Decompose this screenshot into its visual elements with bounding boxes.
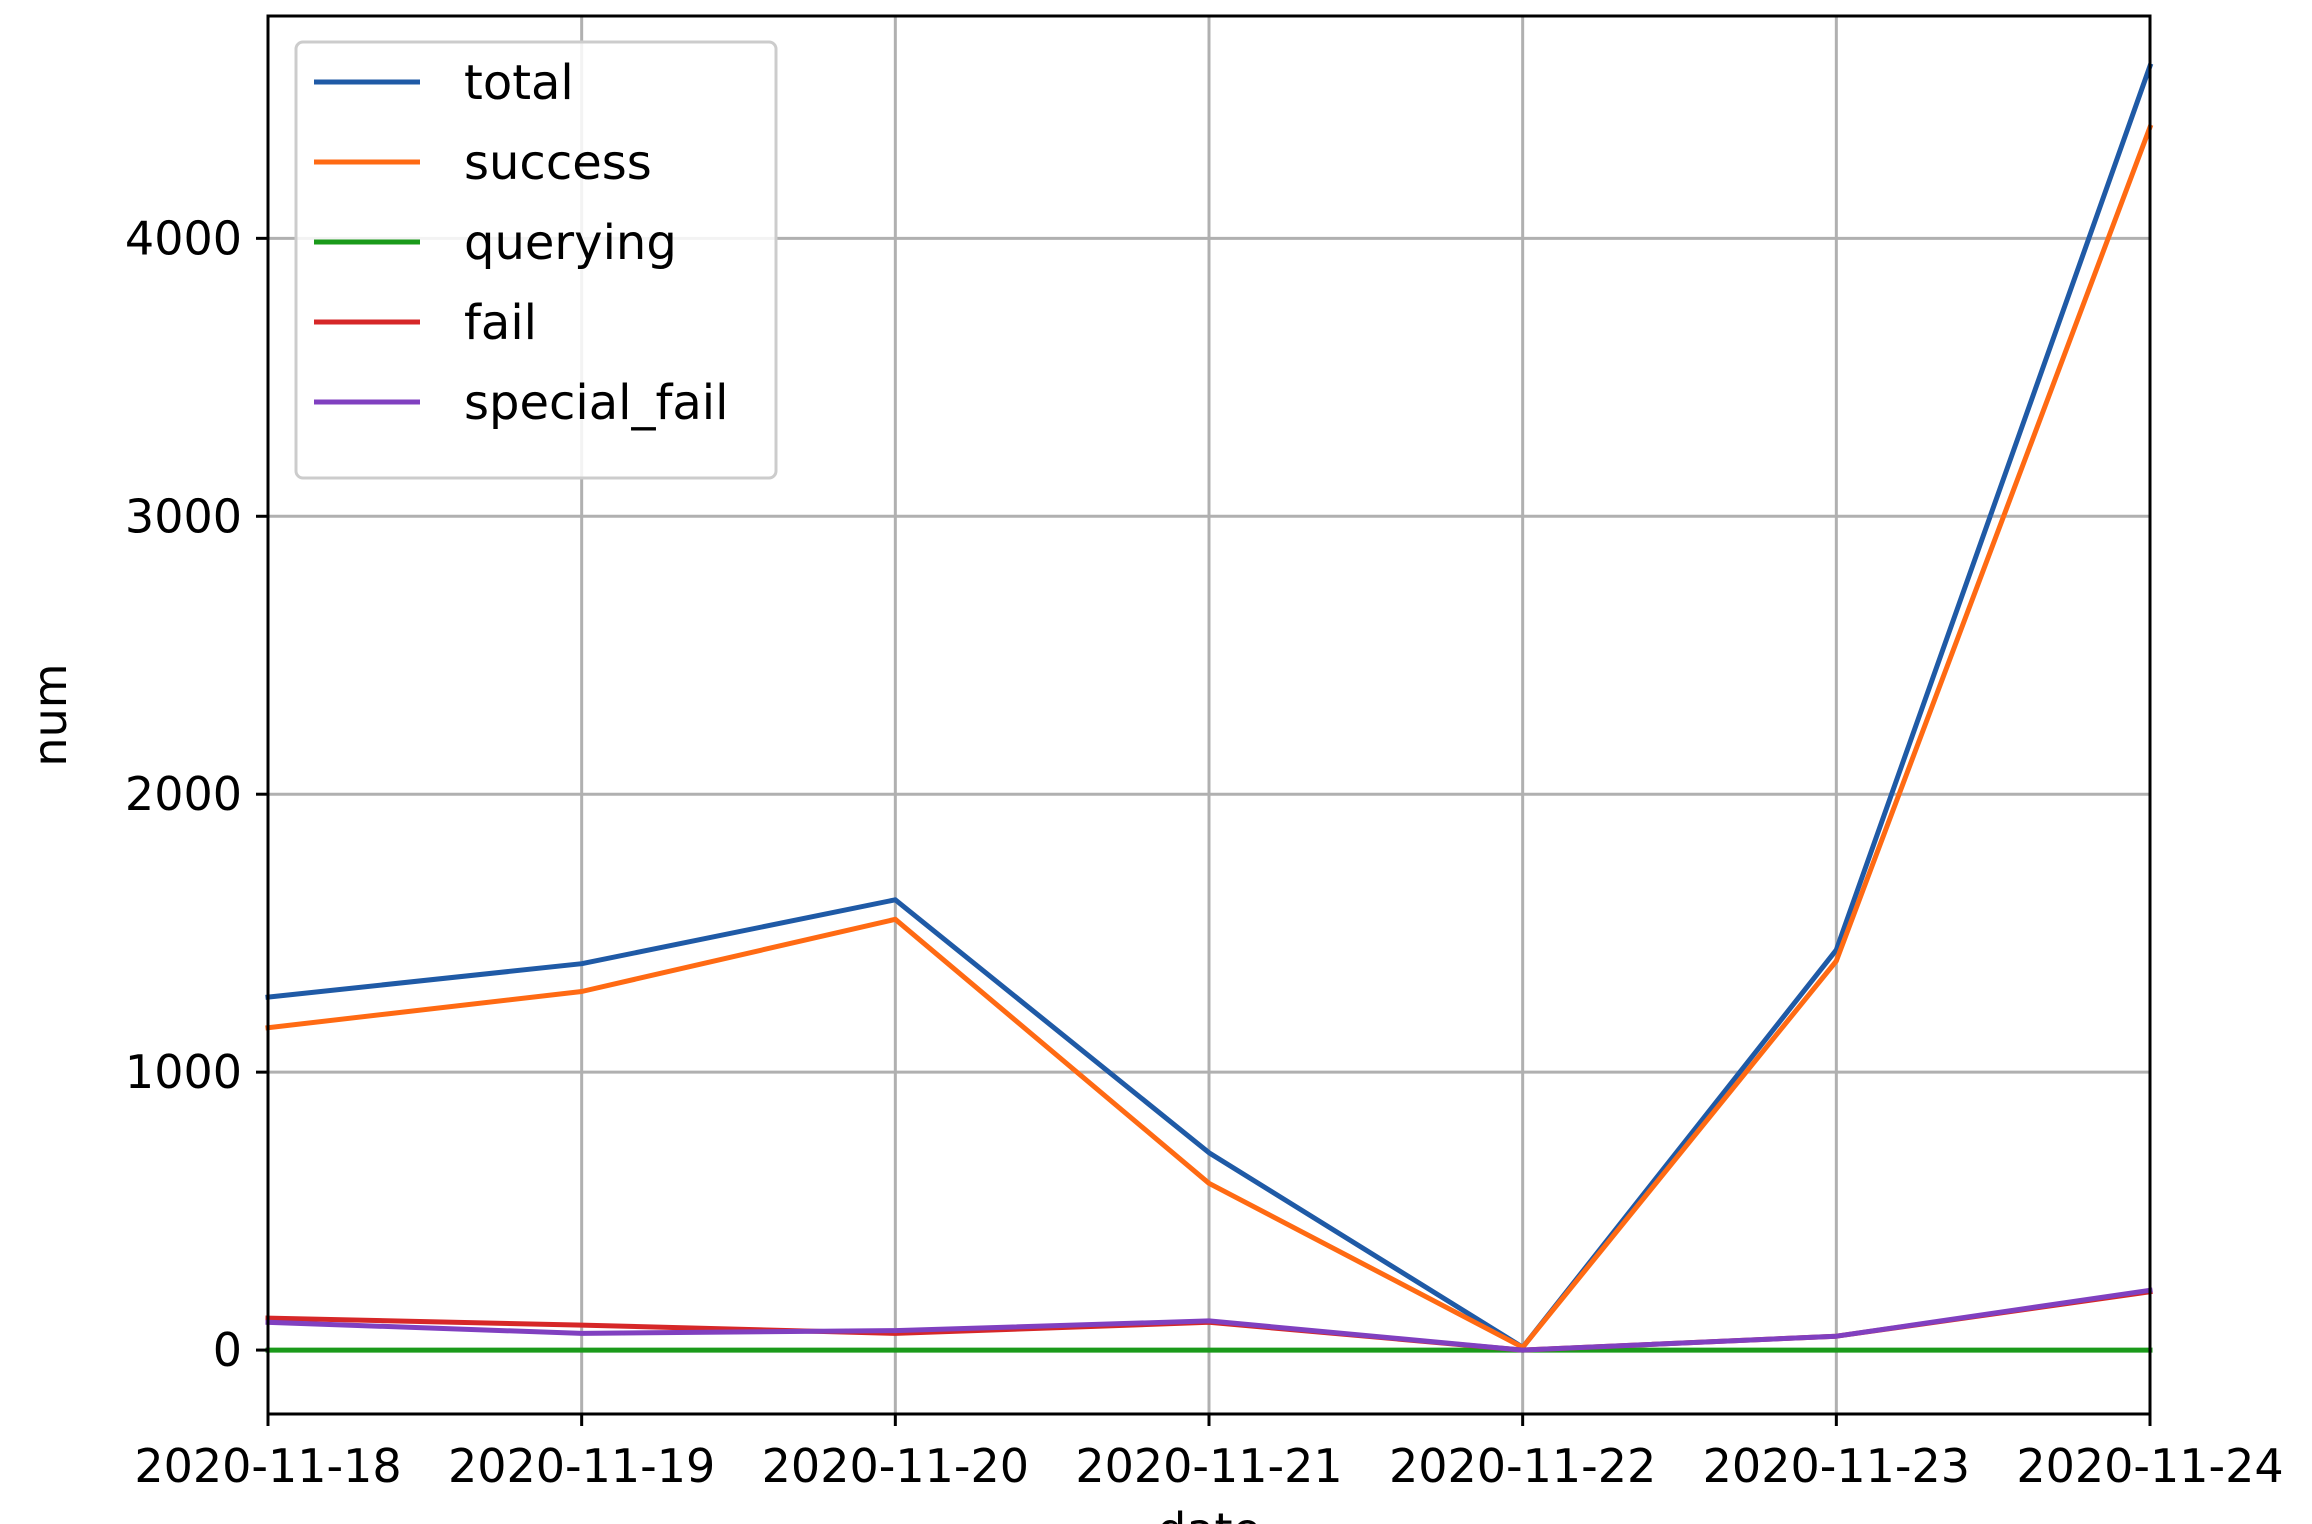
x-tick-label: 2020-11-22: [1389, 1439, 1656, 1493]
series-line-special-fail: [265, 1287, 2153, 1353]
y-tick-label: 3000: [125, 489, 242, 543]
y-axis-label: num: [23, 663, 77, 766]
series-line-total: [265, 62, 2154, 1350]
y-tick-label: 4000: [125, 211, 242, 265]
legend-label: total: [464, 55, 574, 111]
legend-label: success: [464, 135, 652, 191]
y-axis-ticks: 0 1000 2000 3000 4000: [125, 211, 268, 1377]
y-tick-label: 2000: [125, 767, 242, 821]
x-tick-label: 2020-11-19: [448, 1439, 715, 1493]
x-tick-label: 2020-11-21: [1075, 1439, 1342, 1493]
series-lines: [265, 62, 2154, 1353]
y-tick-label: 1000: [125, 1045, 242, 1099]
x-tick-label: 2020-11-20: [762, 1439, 1029, 1493]
x-axis-ticks: 2020-11-18 2020-11-19 2020-11-20 2020-11-21…: [134, 1414, 2284, 1493]
legend-label: special_fail: [464, 375, 728, 431]
legend-box: [294, 40, 778, 480]
legend-label: fail: [464, 295, 537, 351]
legend-label: querying: [464, 215, 677, 271]
series-line-success: [265, 123, 2154, 1350]
legend: total success querying fail special_fail: [294, 40, 778, 480]
x-axis-label: date: [1157, 1503, 1261, 1524]
y-tick-label: 0: [213, 1323, 242, 1377]
x-tick-label: 2020-11-24: [2016, 1439, 2283, 1493]
x-tick-label: 2020-11-23: [1703, 1439, 1970, 1493]
x-tick-label: 2020-11-18: [134, 1439, 401, 1493]
